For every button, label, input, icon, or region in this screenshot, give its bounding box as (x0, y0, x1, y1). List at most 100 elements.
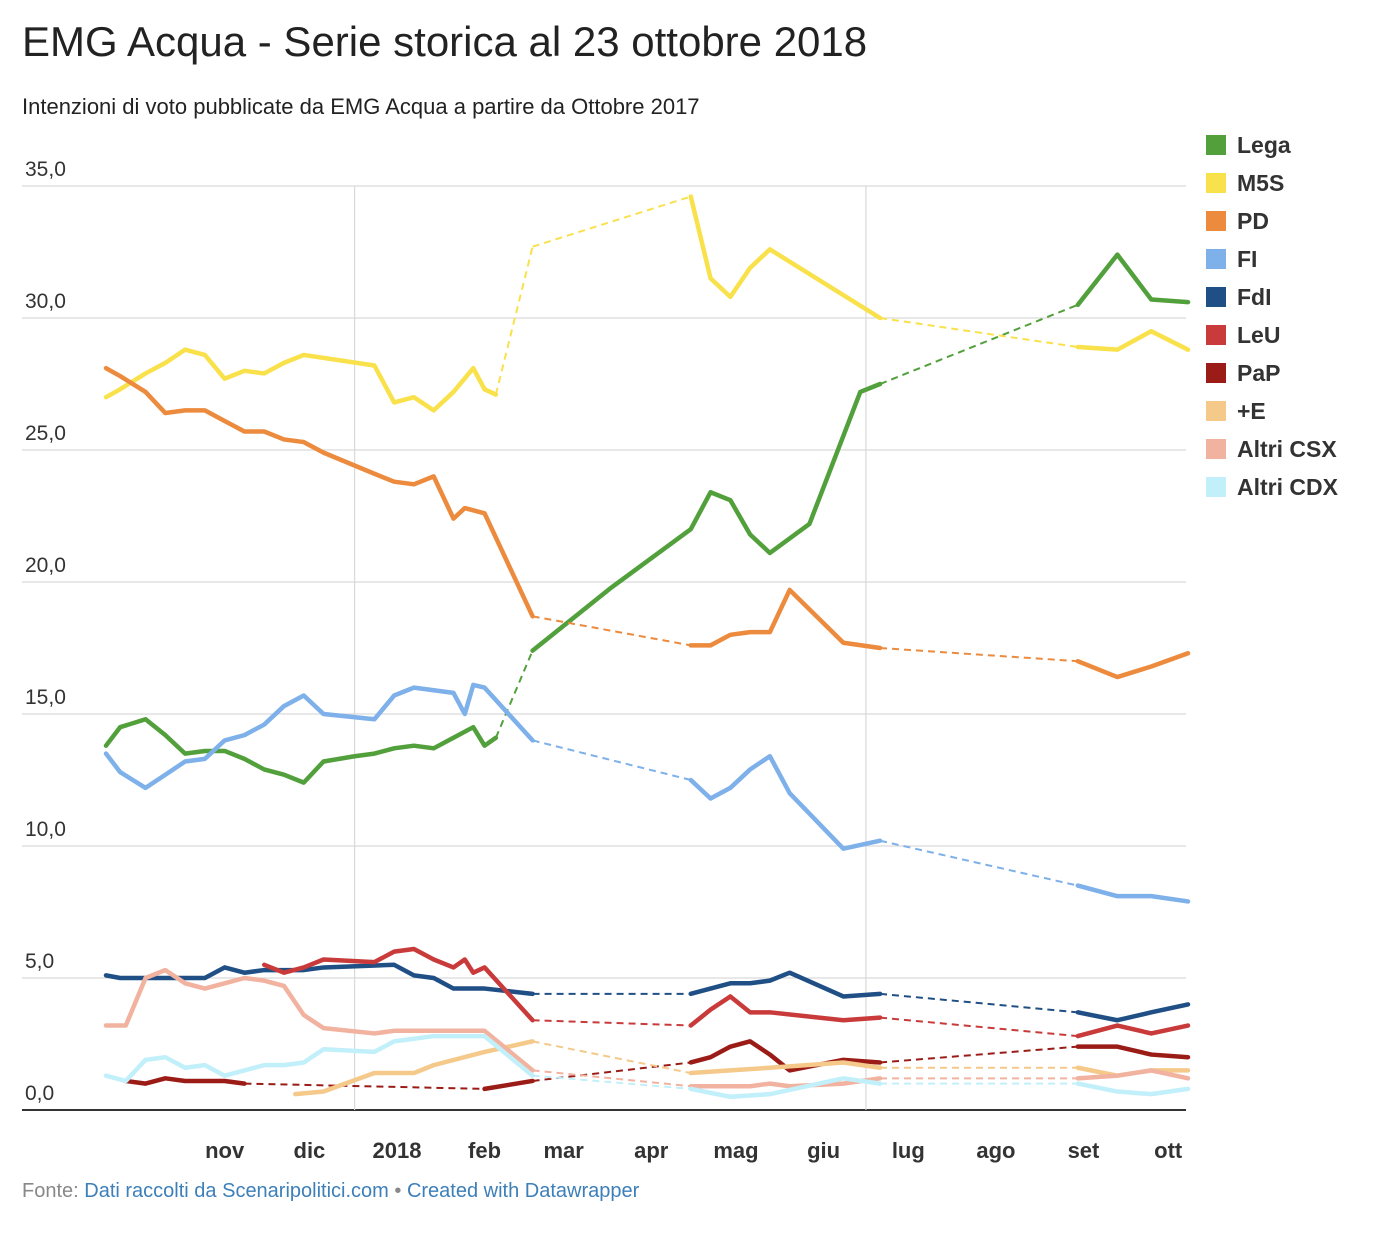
x-tick-label: nov (205, 1138, 245, 1163)
series-line (1075, 1002, 1191, 1023)
legend-swatch (1206, 135, 1226, 155)
x-tick-label: 2018 (373, 1138, 422, 1163)
series-fi (103, 682, 1191, 904)
series-pd (103, 365, 1191, 680)
footer: Fonte: Dati raccolti da Scenaripolitici.… (22, 1180, 639, 1203)
legend-label: Lega (1237, 131, 1291, 158)
series-line (688, 994, 883, 1028)
series-line (530, 381, 883, 653)
series-line (261, 946, 535, 1023)
series-gap-line (532, 1069, 691, 1088)
legend-label: PD (1237, 207, 1269, 234)
series-gap-line (879, 992, 1078, 1014)
legend-label: M5S (1237, 169, 1285, 196)
x-axis-ticks: nov dic 2018 feb mar apr mag giu lug ago set ott (205, 1138, 1183, 1163)
series-gap-line (879, 1016, 1078, 1038)
y-tick-label: 0,0 (25, 1082, 54, 1105)
legend-label: PaP (1237, 359, 1281, 386)
series-line (1075, 328, 1191, 352)
legend-swatch (1206, 439, 1226, 459)
series-line (103, 1033, 535, 1084)
series-line (1075, 1068, 1191, 1081)
legend-item: PaP (1206, 354, 1338, 392)
x-tick-label: ott (1154, 1138, 1183, 1163)
legend-swatch (1206, 211, 1226, 231)
legend-item: FdI (1206, 278, 1338, 316)
series-gap-line (494, 246, 534, 395)
x-tick-label: mar (543, 1138, 584, 1163)
legend-item: FI (1206, 240, 1338, 278)
y-tick-label: 5,0 (25, 950, 54, 973)
series-lega (103, 252, 1191, 785)
series-line (103, 967, 535, 1073)
legend-item: PD (1206, 202, 1338, 240)
series--e (293, 1039, 1191, 1097)
series-line (688, 587, 883, 651)
legend-item: LeU (1206, 316, 1338, 354)
series-gap-line (532, 1040, 691, 1075)
legend-label: Altri CDX (1237, 473, 1338, 500)
series-gap-line (244, 1082, 485, 1090)
series-line (688, 194, 883, 321)
chart-grid (22, 185, 1186, 1111)
series-m5s (103, 194, 1191, 413)
y-tick-label: 15,0 (25, 686, 66, 709)
legend-swatch (1206, 363, 1226, 383)
series-line (1075, 1081, 1191, 1097)
footer-prefix: Fonte: (22, 1180, 85, 1202)
x-tick-label: feb (468, 1138, 501, 1163)
legend-label: FI (1237, 245, 1258, 272)
series-line (1075, 1023, 1191, 1039)
series-gap-line (532, 739, 692, 781)
x-tick-label: set (1068, 1138, 1100, 1163)
y-tick-label: 35,0 (25, 158, 66, 181)
series-gap-line (532, 1061, 691, 1082)
legend-item: Altri CDX (1206, 468, 1338, 506)
legend-swatch (1206, 325, 1226, 345)
x-tick-label: dic (294, 1138, 326, 1163)
legend-item: Altri CSX (1206, 430, 1338, 468)
x-tick-label: giu (807, 1138, 840, 1163)
series-gap-line (880, 647, 1078, 663)
footer-separator: • (388, 1180, 407, 1202)
datawrapper-link[interactable]: Created with Datawrapper (406, 1180, 640, 1202)
series-gap-line (532, 195, 692, 248)
legend-swatch (1206, 401, 1226, 421)
series-line (103, 717, 499, 785)
series-line (103, 365, 535, 619)
series-gap-line (532, 1019, 691, 1027)
series-line (1075, 883, 1191, 904)
legend-swatch (1206, 249, 1226, 269)
x-tick-label: apr (634, 1138, 669, 1163)
legend-swatch (1206, 173, 1226, 193)
y-tick-label: 10,0 (25, 818, 66, 841)
source-link[interactable]: Dati raccolti da Scenaripolitici.com (84, 1180, 389, 1202)
series-gap-line (532, 1074, 691, 1090)
series-line (688, 970, 883, 999)
series-gap-line (879, 1045, 1078, 1064)
legend-label: Altri CSX (1237, 435, 1337, 462)
x-tick-label: mag (713, 1138, 758, 1163)
legend-item: +E (1206, 392, 1338, 430)
legend: Lega M5S PD FI FdI LeU PaP +E Altri CSX Altri CDX (1206, 126, 1338, 506)
legend-item: Lega (1206, 126, 1338, 164)
series-line (688, 753, 883, 851)
series-fdi (103, 962, 1191, 1023)
series-leu (261, 946, 1191, 1039)
legend-label: FdI (1237, 283, 1272, 310)
series-line (482, 1078, 535, 1092)
legend-label: LeU (1237, 321, 1281, 348)
series-line (1075, 252, 1191, 308)
y-axis-ticks: 0,0 5,0 10,0 15,0 20,0 25,0 30,0 35,0 (25, 158, 66, 1105)
y-tick-label: 30,0 (25, 290, 66, 313)
y-tick-label: 20,0 (25, 554, 66, 577)
series-line (103, 347, 499, 413)
series-line (293, 1039, 535, 1097)
legend-swatch (1206, 287, 1226, 307)
legend-swatch (1206, 477, 1226, 497)
x-tick-label: lug (892, 1138, 925, 1163)
series-line (688, 1076, 883, 1100)
series-lines (103, 194, 1191, 1100)
series-gap-line (879, 303, 1079, 385)
